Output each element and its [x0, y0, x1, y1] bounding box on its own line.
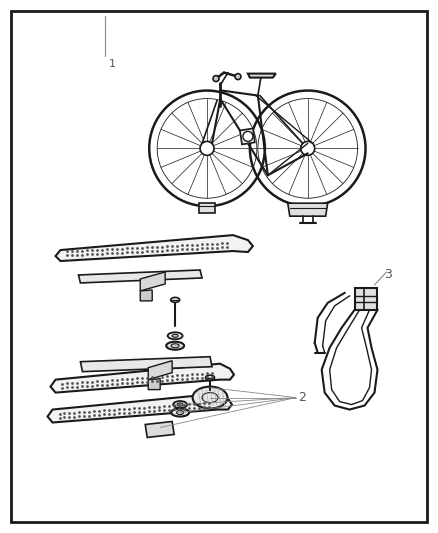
Ellipse shape	[193, 386, 227, 409]
Polygon shape	[148, 361, 172, 379]
Polygon shape	[240, 128, 255, 144]
Ellipse shape	[171, 409, 189, 416]
Polygon shape	[199, 203, 215, 213]
Circle shape	[235, 74, 241, 79]
Ellipse shape	[177, 403, 183, 406]
Circle shape	[243, 132, 253, 141]
Polygon shape	[248, 74, 276, 78]
Polygon shape	[56, 235, 253, 261]
Ellipse shape	[171, 297, 180, 302]
Ellipse shape	[205, 375, 215, 380]
Polygon shape	[48, 393, 232, 423]
Polygon shape	[288, 203, 328, 216]
Polygon shape	[140, 290, 152, 301]
Ellipse shape	[173, 401, 187, 408]
Text: 3: 3	[385, 268, 392, 281]
Text: 1: 1	[108, 59, 115, 69]
Polygon shape	[78, 270, 202, 283]
Ellipse shape	[166, 342, 184, 350]
Ellipse shape	[172, 334, 178, 337]
Polygon shape	[11, 11, 427, 522]
Circle shape	[301, 141, 314, 155]
Polygon shape	[145, 422, 174, 438]
Polygon shape	[140, 272, 165, 291]
Polygon shape	[50, 364, 234, 393]
Polygon shape	[148, 378, 160, 390]
Polygon shape	[355, 288, 378, 310]
Ellipse shape	[168, 332, 183, 340]
Circle shape	[213, 76, 219, 82]
Ellipse shape	[177, 410, 184, 415]
Text: 2: 2	[298, 391, 306, 404]
Polygon shape	[81, 357, 212, 372]
Circle shape	[200, 141, 214, 155]
Ellipse shape	[171, 344, 179, 348]
